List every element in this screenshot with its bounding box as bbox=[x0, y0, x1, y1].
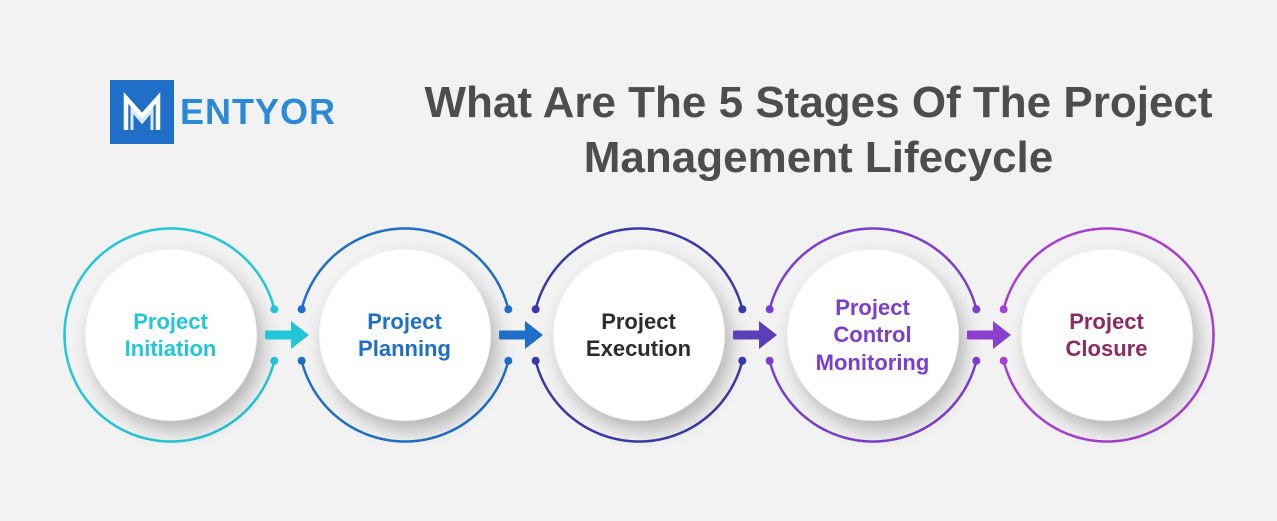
arrow-4 bbox=[967, 317, 1013, 353]
stage-label: ProjectExecution bbox=[586, 308, 691, 363]
logo-text: ENTYOR bbox=[180, 91, 336, 133]
stage-label: ProjectControlMonitoring bbox=[816, 294, 930, 377]
stage-disc: ProjectExecution bbox=[553, 249, 725, 421]
stage-label: ProjectClosure bbox=[1066, 308, 1148, 363]
logo-m-icon bbox=[120, 90, 164, 134]
arrow-2 bbox=[499, 317, 545, 353]
stage-disc: ProjectInitiation bbox=[85, 249, 257, 421]
brand-logo: ENTYOR bbox=[110, 80, 336, 144]
logo-mark bbox=[110, 80, 174, 144]
stage-2: ProjectPlanning bbox=[295, 225, 515, 445]
lifecycle-flow: ProjectInitiation ProjectPlanning Projec… bbox=[0, 225, 1277, 445]
arrow-3 bbox=[733, 317, 779, 353]
page-title: What Are The 5 Stages Of The Project Man… bbox=[420, 75, 1217, 185]
stage-label: ProjectInitiation bbox=[125, 308, 217, 363]
stage-disc: ProjectControlMonitoring bbox=[787, 249, 959, 421]
stage-disc: ProjectClosure bbox=[1021, 249, 1193, 421]
stage-label: ProjectPlanning bbox=[358, 308, 451, 363]
stage-disc: ProjectPlanning bbox=[319, 249, 491, 421]
arrow-1 bbox=[265, 317, 311, 353]
stage-1: ProjectInitiation bbox=[61, 225, 281, 445]
stage-5: ProjectClosure bbox=[997, 225, 1217, 445]
stage-3: ProjectExecution bbox=[529, 225, 749, 445]
stage-4: ProjectControlMonitoring bbox=[763, 225, 983, 445]
